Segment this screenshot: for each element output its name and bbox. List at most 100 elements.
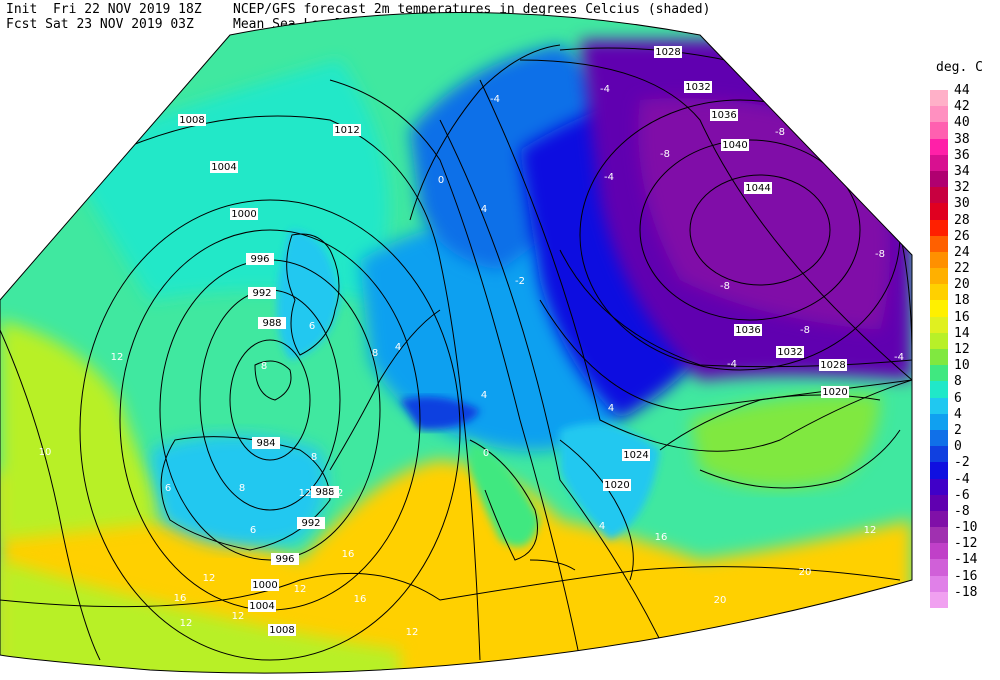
forecast-time: Fcst Sat 23 NOV 2019 03Z	[6, 17, 194, 32]
temperature-label: 20	[799, 567, 812, 578]
legend-entry: 0	[928, 439, 998, 463]
legend-entry: 20	[928, 277, 998, 301]
legend-label: -10	[954, 520, 978, 536]
isobar-label-bg	[297, 517, 325, 529]
isobar-label-bg	[721, 139, 749, 151]
legend-label: -14	[954, 552, 978, 568]
isobar-label: 1004	[211, 162, 236, 173]
legend-swatch	[930, 316, 948, 333]
legend-swatch	[930, 446, 948, 463]
temperature-label: 16	[655, 532, 668, 543]
legend-entry: 34	[928, 164, 998, 188]
legend-label: 20	[954, 277, 970, 293]
legend-label: 18	[954, 293, 970, 309]
legend-swatch	[930, 332, 948, 349]
isobar-label: 1004	[249, 601, 274, 612]
legend-swatch	[930, 106, 948, 123]
temperature-label: 12	[232, 611, 245, 622]
temperature-label: -8	[775, 127, 785, 138]
legend-label: 12	[954, 342, 970, 357]
temperature-label: -4	[600, 84, 610, 95]
legend-label: 28	[954, 212, 970, 228]
temperature-label: 12	[203, 573, 216, 584]
isobar-label: 996	[275, 554, 294, 565]
isobar-label-bg	[248, 287, 276, 299]
legend-label: 42	[954, 99, 970, 115]
legend-swatch	[930, 268, 948, 285]
legend-entry: 26	[928, 229, 998, 252]
isobar-labels: 1028 1032 1036 1040 1044 1036 1032 1028 1024 1020…	[178, 46, 849, 636]
temperature-label: 8	[311, 452, 317, 463]
temperature-label: -4	[727, 359, 737, 370]
legend-swatch	[930, 138, 948, 155]
temperature-label: 16	[354, 594, 367, 605]
isobar-label: 988	[315, 487, 334, 498]
temperature-label: -4	[490, 94, 500, 105]
legend-label: 32	[954, 180, 970, 196]
isobar-label-bg	[744, 182, 772, 194]
legend-swatch	[930, 381, 948, 398]
legend-entry: 44	[928, 83, 998, 107]
temperature-label: 4	[599, 521, 605, 532]
legend-swatch	[930, 154, 948, 171]
legend-label: -18	[954, 584, 978, 600]
temperature-label: 12	[406, 627, 419, 638]
legend-entry: 10	[928, 358, 998, 382]
legend-label: 40	[954, 115, 970, 131]
temperature-label: -8	[720, 281, 730, 292]
legend-swatch	[930, 478, 948, 495]
legend-entry: -10	[928, 520, 998, 544]
temperature-label: 4	[481, 390, 487, 401]
temperature-label: -4	[894, 352, 904, 363]
legend-swatch	[930, 510, 948, 528]
legend-label: -6	[954, 487, 970, 503]
legend-label: 4	[954, 406, 962, 422]
legend-swatch	[930, 591, 948, 608]
isobar-label: 1036	[735, 325, 760, 336]
legend-entry: 8	[928, 374, 998, 398]
legend-entry: 12	[928, 342, 998, 366]
isobar-label-bg	[248, 600, 276, 612]
isobar-label: 1024	[623, 450, 648, 461]
isobar-label: 1032	[777, 347, 802, 358]
temperature-labels: -4 -4 -8 -8 -8 -8 -8 -4 -4 -4 -2 0 0 4 4 4 4 6 8 8 8 8 6 6 4 12 12…	[39, 84, 904, 638]
legend-entry: -12	[928, 536, 998, 560]
isobar-label: 1028	[820, 360, 845, 371]
legend-label: 6	[954, 390, 962, 406]
legend-label: 24	[954, 244, 970, 260]
isobar-label: 992	[301, 518, 320, 529]
isobar-label: 1028	[655, 47, 680, 58]
temperature-label: -2	[515, 276, 525, 287]
legend-label: -4	[954, 471, 970, 487]
temperature-label: 20	[714, 595, 727, 606]
legend-label: 10	[954, 358, 970, 374]
legend-entry: -14	[928, 552, 998, 576]
legend-entry: 32	[928, 180, 998, 204]
temperature-label: 4	[395, 342, 401, 353]
legend-swatch	[930, 429, 948, 447]
legend-entry: -16	[928, 569, 998, 592]
temperature-label: -8	[875, 249, 885, 260]
legend-entry: -8	[928, 504, 998, 528]
legend-title: deg. C	[936, 60, 983, 75]
temperature-label: 12	[299, 488, 312, 499]
temperature-label: -4	[604, 172, 614, 183]
temperature-label: 6	[309, 321, 315, 332]
legend-swatch	[930, 397, 948, 414]
legend-entry: 22	[928, 261, 998, 285]
isobar-label-bg	[684, 81, 712, 93]
legend-entry: 42	[928, 99, 998, 123]
legend-label: -2	[954, 455, 970, 471]
legend-entry: 28	[928, 213, 998, 236]
init-time: Init Fri 22 NOV 2019 18Z	[6, 2, 202, 17]
legend-entry: 40	[928, 115, 998, 139]
legend-swatch	[930, 284, 948, 301]
isobar-label: 1020	[822, 387, 847, 398]
legend-label: -16	[954, 568, 978, 584]
legend-swatch	[930, 494, 948, 511]
map-frame	[0, 12, 913, 674]
isobar-label-bg	[654, 46, 682, 58]
legend-entry: 6	[928, 391, 998, 414]
legend-swatch	[930, 251, 948, 269]
legend-label: -12	[954, 536, 978, 552]
